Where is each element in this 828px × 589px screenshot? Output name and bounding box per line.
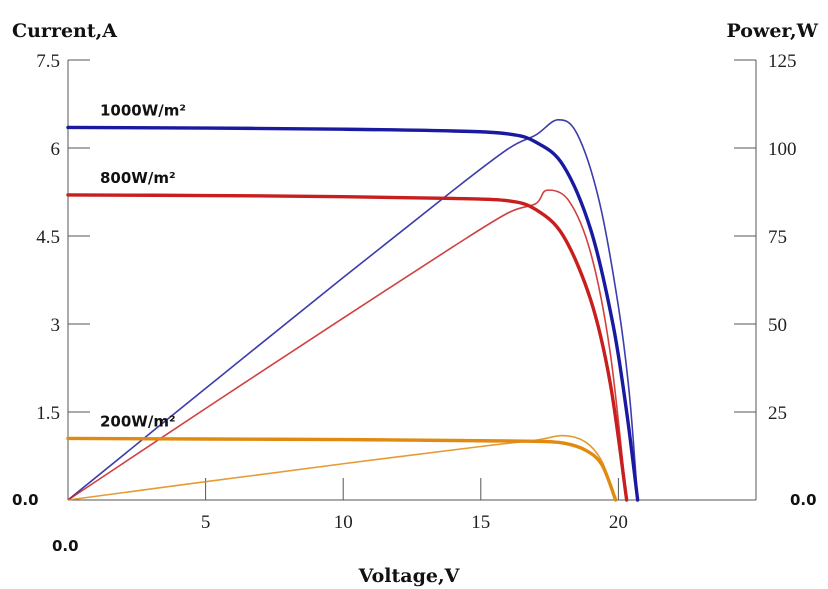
irradiance-label-200: 200W/m² <box>100 412 176 430</box>
y-right-tick-label: 75 <box>768 227 787 248</box>
axis-ticks: 5 10 15 20 1.5 3 4.5 6 7.5 25 50 75 100 125 <box>36 51 796 533</box>
y-right-origin-label: 0.0 <box>790 491 817 509</box>
y-left-axis-title: Current,A <box>12 20 117 42</box>
irradiance-label-1000: 1000W/m² <box>100 101 186 119</box>
y-right-tick-label: 125 <box>768 51 797 72</box>
y-left-tick-label: 4.5 <box>36 227 60 248</box>
y-left-tick-label: 1.5 <box>36 403 60 424</box>
iv-curve-1000 <box>66 125 640 502</box>
iv-curve-200 <box>66 436 618 502</box>
y-right-axis-title: Power,W <box>727 20 819 42</box>
x-tick-label: 15 <box>471 512 490 533</box>
x-origin-label: 0.0 <box>52 537 79 555</box>
pv-curve-200 <box>67 434 617 501</box>
y-right-tick-label: 100 <box>768 139 797 160</box>
x-tick-label: 20 <box>609 512 628 533</box>
y-left-tick-label: 6 <box>51 139 61 160</box>
y-right-tick-label: 50 <box>768 315 787 336</box>
pv-curve-1000 <box>67 119 639 501</box>
curves-group <box>66 119 640 502</box>
x-tick-label: 5 <box>201 512 211 533</box>
y-left-tick-label: 3 <box>51 315 61 336</box>
y-right-tick-label: 25 <box>768 403 787 424</box>
y-left-tick-label: 7.5 <box>36 51 60 72</box>
y-left-origin-label: 0.0 <box>12 491 39 509</box>
irradiance-labels: 1000W/m² 800W/m² 200W/m² <box>100 101 186 430</box>
irradiance-label-800: 800W/m² <box>100 169 176 187</box>
x-tick-label: 10 <box>334 512 353 533</box>
pv-curve-800 <box>67 189 628 501</box>
iv-curve-800 <box>66 193 629 502</box>
x-axis-title: Voltage,V <box>358 565 461 587</box>
